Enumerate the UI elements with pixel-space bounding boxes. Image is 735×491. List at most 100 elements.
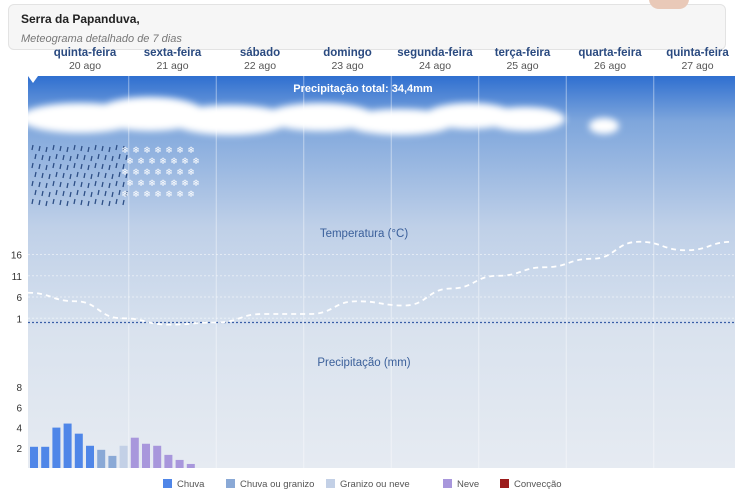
- rain-drop: [90, 155, 93, 162]
- rain-drop: [83, 172, 86, 179]
- legend-item[interactable]: Chuva: [163, 479, 204, 490]
- day-column-header[interactable]: quinta-feira 20 ago: [40, 46, 130, 73]
- rain-drop: [59, 163, 62, 170]
- legend-swatch: [500, 479, 509, 488]
- day-name: segunda-feira: [397, 47, 473, 59]
- rain-drop: [38, 145, 41, 152]
- rain-drop: [76, 171, 79, 178]
- rain-drop: [87, 146, 90, 153]
- legend-item[interactable]: Chuva ou granizo: [226, 479, 314, 490]
- rain-drop: [104, 172, 107, 179]
- precipitation-bar: [108, 455, 117, 468]
- snowflake-icon: ❄: [121, 168, 129, 178]
- precipitation-bar: [142, 443, 150, 468]
- rain-drop: [111, 155, 114, 162]
- rain-drop: [94, 198, 97, 205]
- rain-drop: [108, 200, 111, 207]
- precipitation-bar: [52, 427, 61, 468]
- rain-drop: [31, 180, 34, 187]
- day-name: quinta-feira: [53, 47, 117, 59]
- current-time-marker[interactable]: [28, 76, 38, 83]
- temperature-tick-label: 11: [12, 272, 23, 283]
- rain-drop: [41, 190, 44, 197]
- legend-label: Neve: [457, 479, 480, 490]
- snowflake-icon: ❄: [143, 190, 151, 200]
- day-column-header[interactable]: sábado 22 ago: [215, 46, 305, 73]
- rain-drop: [69, 155, 72, 162]
- snowflake-icon: ❄: [137, 157, 145, 167]
- day-date: 27 ago: [681, 60, 714, 72]
- rain-drop: [76, 153, 79, 160]
- precipitation-tick-label: 2: [16, 444, 22, 455]
- snowflake-icon: ❄: [165, 168, 173, 178]
- legend-item[interactable]: Convecção: [500, 479, 562, 490]
- location-title: Serra da Papanduva,: [21, 12, 140, 26]
- rain-drop: [101, 199, 104, 206]
- day-column-header[interactable]: domingo 23 ago: [303, 46, 393, 73]
- legend-swatch: [226, 479, 235, 488]
- precipitation-tick-label: 4: [16, 424, 22, 435]
- precipitation-bar: [175, 459, 184, 468]
- snowflake-icon: ❄: [187, 146, 195, 156]
- day-date: 21 ago: [156, 60, 189, 72]
- precipitation-bar: [30, 446, 38, 468]
- day-column-header[interactable]: quinta-feira 27 ago: [653, 46, 735, 73]
- rain-drop: [122, 163, 125, 170]
- rain-drop: [62, 154, 65, 161]
- snowflake-icon: ❄: [126, 179, 134, 189]
- rain-drop: [115, 198, 118, 205]
- rain-drop: [118, 153, 121, 160]
- precipitation-tick-label: 6: [16, 403, 22, 414]
- rain-drop: [52, 180, 55, 187]
- rain-drop: [59, 181, 62, 188]
- avatar[interactable]: [649, 0, 689, 9]
- snowflake-icon: ❄: [132, 168, 140, 178]
- legend-label: Granizo ou neve: [340, 479, 410, 490]
- day-column-header[interactable]: sexta-feira 21 ago: [128, 46, 218, 73]
- legend-item[interactable]: Granizo ou neve: [326, 479, 410, 490]
- rain-drop: [104, 154, 107, 161]
- snowflake-icon: ❄: [148, 179, 156, 189]
- rain-drop: [31, 162, 34, 169]
- day-date: 26 ago: [593, 60, 627, 72]
- day-name: quarta-feira: [578, 47, 642, 59]
- rain-drop: [38, 181, 41, 188]
- rain-drop: [122, 199, 125, 206]
- precipitation-bar: [97, 449, 106, 468]
- day-date: 25 ago: [506, 60, 539, 72]
- snowflake-icon: ❄: [176, 146, 184, 156]
- rain-drop: [45, 200, 48, 207]
- legend-swatch: [443, 479, 452, 488]
- rain-drop: [55, 171, 58, 178]
- legend-item[interactable]: Neve: [443, 479, 479, 490]
- rain-drop: [66, 164, 69, 171]
- rain-drop: [34, 153, 37, 160]
- day-name: sábado: [239, 47, 281, 59]
- legend-swatch: [326, 479, 335, 488]
- snowflake-icon: ❄: [154, 146, 162, 156]
- rain-drop: [111, 191, 114, 198]
- rain-drop: [108, 182, 111, 189]
- snowflake-icon: ❄: [159, 157, 167, 167]
- rain-drop: [66, 182, 69, 189]
- rain-drop: [101, 145, 104, 152]
- rain-drop: [94, 144, 97, 151]
- day-column-header[interactable]: segunda-feira 24 ago: [390, 46, 480, 73]
- rain-drop: [87, 164, 90, 171]
- day-date: 23 ago: [331, 60, 364, 72]
- rain-drop: [73, 162, 76, 169]
- rain-drop: [90, 173, 93, 180]
- day-column-header[interactable]: quarta-feira 26 ago: [565, 46, 655, 73]
- rain-drop: [52, 162, 55, 169]
- rain-drop: [97, 189, 100, 196]
- temperature-tick-label: 16: [11, 251, 23, 262]
- temperature-line: [27, 240, 734, 326]
- precipitation-bar: [63, 423, 72, 468]
- snowflake-icon: ❄: [176, 168, 184, 178]
- snowflake-icon: ❄: [137, 179, 145, 189]
- rain-drop: [69, 173, 72, 180]
- legend-swatch: [163, 479, 172, 488]
- day-column-header[interactable]: terça-feira 25 ago: [478, 46, 568, 73]
- snowflake-icon: ❄: [148, 157, 156, 167]
